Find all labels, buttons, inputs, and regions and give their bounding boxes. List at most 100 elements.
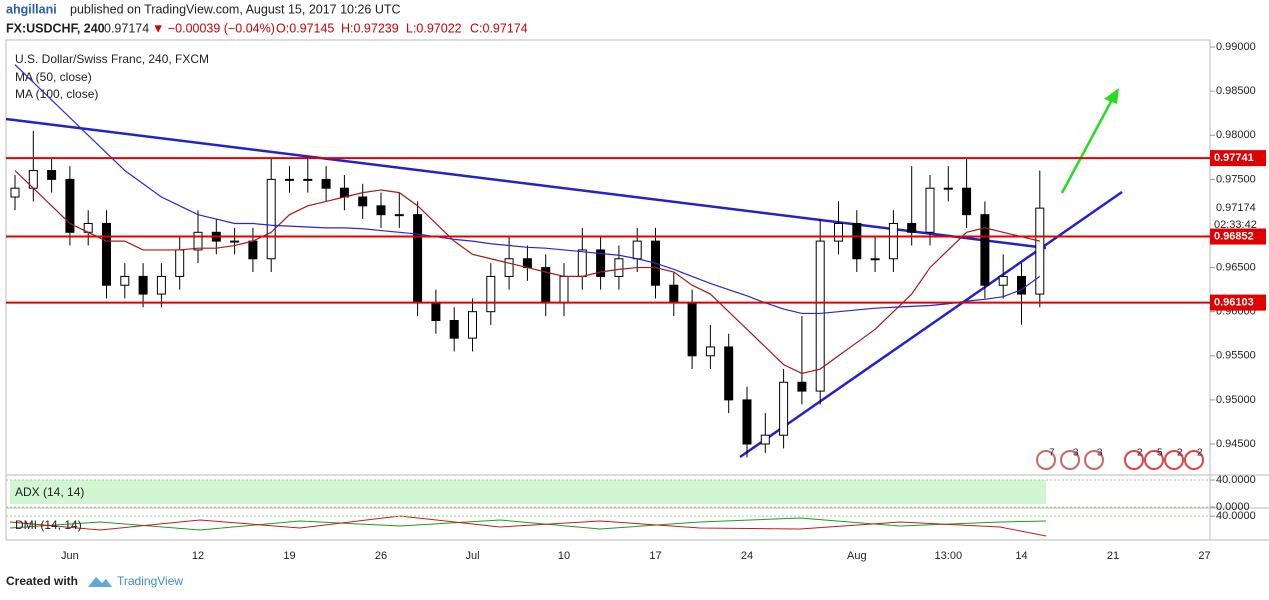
adx-area — [10, 480, 1046, 504]
candle-body — [669, 284, 679, 304]
candle-body — [742, 399, 752, 445]
event-count: 7 — [1049, 448, 1055, 459]
candle-body — [834, 222, 843, 242]
event-count: 2 — [1197, 448, 1203, 459]
candle-body — [285, 178, 294, 181]
candle-body — [193, 231, 203, 251]
x-tick-label: 17 — [649, 550, 661, 562]
author[interactable]: ahgillani — [6, 2, 57, 16]
candle-body — [705, 346, 715, 357]
di-minus — [9, 515, 1047, 537]
y-tick-label: 0.94500 — [1216, 438, 1256, 450]
arrow-head — [1104, 88, 1119, 104]
open: O:0.97145 — [276, 21, 334, 35]
x-tick-label: 21 — [1107, 550, 1119, 562]
event-flag — [1124, 450, 1144, 470]
x-tick-label: 24 — [741, 550, 753, 562]
di-plus — [9, 517, 1047, 531]
event-count: 3 — [1073, 448, 1079, 459]
candle-body — [779, 381, 789, 436]
event-count: 3 — [1097, 448, 1103, 459]
candle-body — [1017, 275, 1026, 295]
high: H:0.97239 — [341, 21, 399, 35]
candle-body — [248, 240, 258, 260]
candle-body — [614, 258, 624, 277]
candle-body — [1035, 207, 1045, 295]
adx-band — [10, 480, 1046, 504]
last-price: 0.97174 — [1216, 202, 1256, 214]
candle-body — [980, 214, 990, 286]
x-tick-label: 26 — [375, 550, 387, 562]
candle-body — [156, 275, 166, 295]
candle-body — [376, 205, 386, 216]
candle-body — [138, 275, 148, 295]
candle-body — [47, 170, 57, 180]
h-line-label: 0.97741 — [1214, 152, 1254, 164]
candle-body — [559, 275, 569, 304]
candle-body — [175, 249, 185, 277]
candle-body — [321, 178, 331, 189]
h-line-tag — [1210, 228, 1266, 245]
candle-body — [998, 275, 1008, 286]
candle-body — [468, 311, 477, 339]
candle-body — [632, 240, 642, 260]
candle-body — [760, 434, 770, 445]
candle-body — [486, 275, 496, 313]
arrow — [1060, 95, 1116, 194]
candle-body — [303, 178, 313, 181]
y-tick-label: 0.96500 — [1216, 261, 1256, 273]
candle-body — [724, 346, 734, 401]
x-tick-label: 19 — [283, 550, 295, 562]
candle-body — [797, 381, 807, 392]
logo — [88, 577, 112, 587]
footer-brand[interactable]: TradingView — [117, 574, 183, 588]
h-line-label: 0.96852 — [1214, 230, 1254, 242]
candle-body — [577, 249, 587, 277]
x-tick-label: Jul — [465, 550, 479, 562]
published: published on TradingView.com, August 15,… — [70, 2, 401, 16]
h-line-tag — [1210, 150, 1266, 167]
footer-created: Created with — [6, 574, 78, 588]
candle-body — [907, 222, 917, 233]
trend-line — [5, 117, 1047, 250]
candle-body — [962, 187, 972, 216]
event-flag — [1036, 450, 1056, 470]
candle-body — [266, 178, 276, 260]
countdown: 02:33:42 — [1214, 219, 1257, 231]
x-tick-label: Aug — [847, 550, 867, 562]
candle-body — [10, 187, 20, 198]
candle-body — [358, 196, 368, 207]
y-tick-label: 0.98500 — [1216, 85, 1256, 97]
x-tick-label: 27 — [1198, 550, 1210, 562]
ind-tick-label: 40.0000 — [1216, 510, 1256, 522]
candle-body — [449, 320, 459, 339]
x-tick-label: 13:00 — [935, 550, 963, 562]
candle-body — [888, 222, 898, 260]
candle-body — [687, 302, 697, 357]
legend-ma50: MA (50, close) — [15, 70, 92, 84]
event-flag — [1164, 450, 1184, 470]
candle-body — [431, 302, 441, 322]
x-tick-label: 12 — [192, 550, 204, 562]
event-flag — [1084, 450, 1104, 470]
candle-body — [120, 275, 130, 286]
x-tick-label: Jun — [61, 550, 79, 562]
candle-body — [394, 214, 404, 217]
candle-body — [925, 187, 935, 233]
y-tick-label: 0.95000 — [1216, 394, 1256, 406]
event-count: 2 — [1137, 448, 1143, 459]
adx-label: ADX (14, 14) — [15, 485, 84, 499]
close: C:0.97174 — [470, 21, 528, 35]
y-tick-label: 0.99000 — [1216, 41, 1256, 53]
candle-body — [943, 187, 953, 190]
candle-body — [596, 249, 606, 277]
candle-body — [339, 187, 349, 198]
ma-line — [14, 170, 1040, 375]
h-line-label: 0.96103 — [1214, 297, 1254, 309]
legend-title: U.S. Dollar/Swiss Franc, 240, FXCM — [15, 52, 209, 66]
event-count: 5 — [1157, 448, 1163, 459]
low: L:0.97022 — [406, 21, 462, 35]
event-flag — [1144, 450, 1164, 470]
event-flag — [1184, 450, 1204, 470]
